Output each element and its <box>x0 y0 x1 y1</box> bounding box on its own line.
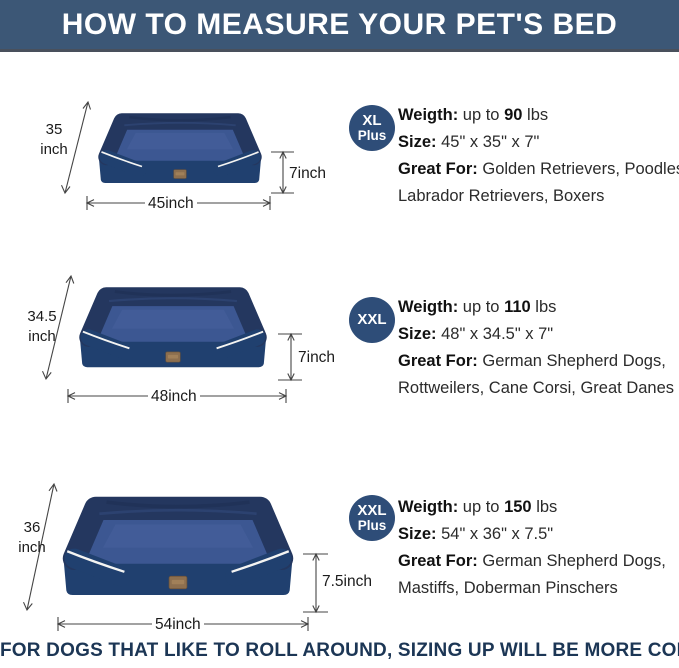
height-dimension-label: 7.5inch <box>322 573 372 590</box>
size-details: Weigth: up to 90 lbs Size: 45" x 35" x 7… <box>398 102 679 210</box>
size-line: Size: 54" x 36" x 7.5" <box>398 525 554 543</box>
depth-dimension-arrow <box>22 482 58 612</box>
pet-bed-image <box>64 502 293 595</box>
size-badge-xl-plus: XL Plus <box>349 105 395 151</box>
depth-dimension-label: 35 inch <box>40 121 68 159</box>
badge-label-line1: XXL <box>357 502 387 520</box>
footer-note: FOR DOGS THAT LIKE TO ROLL AROUND, SIZIN… <box>0 640 679 661</box>
height-dimension-label: 7inch <box>298 349 336 366</box>
pet-bed-image <box>99 117 261 183</box>
size-badge-xxl-plus: XXL Plus <box>349 495 395 541</box>
depth-dimension-label: 36 inch <box>18 519 46 557</box>
bed-figure-xxl-plus: 36 inch 7.5inch 54inch <box>0 462 372 640</box>
page-title: HOW TO MEASURE YOUR PET'S BED <box>61 7 618 41</box>
great-for-line: Great For: German Shepherd Dogs, Rottwei… <box>398 352 675 397</box>
weight-line: Weigth: up to 90 lbs <box>398 106 549 124</box>
weight-line: Weigth: up to 110 lbs <box>398 298 557 316</box>
width-dimension-label: 54inch <box>152 615 204 636</box>
header-banner: HOW TO MEASURE YOUR PET'S BED <box>0 0 679 52</box>
width-dimension-label: 48inch <box>148 387 200 408</box>
badge-label-line1: XXL <box>357 311 387 329</box>
size-line: Size: 48" x 34.5" x 7" <box>398 325 554 343</box>
bed-figure-xl-plus: 35 inch 7inch 45inch <box>0 60 345 230</box>
great-for-line: Great For: Golden Retrievers, Poodles, L… <box>398 160 679 205</box>
depth-dimension-arrow <box>41 274 75 381</box>
weight-line: Weigth: up to 150 lbs <box>398 498 558 516</box>
size-badge-xxl: XXL <box>349 297 395 343</box>
bed-figure-xxl: 34.5 inch 7inch 48inch <box>0 252 345 424</box>
height-dimension-label: 7inch <box>289 165 327 182</box>
size-details: Weigth: up to 150 lbs Size: 54" x 36" x … <box>398 494 679 602</box>
great-for-line: Great For: German Shepherd Dogs, Mastiff… <box>398 552 666 597</box>
size-line: Size: 45" x 35" x 7" <box>398 133 540 151</box>
size-info-xxl-plus: XXL Plus Weigth: up to 150 lbs Size: 54"… <box>346 452 679 630</box>
depth-dimension-arrow <box>60 100 92 195</box>
pet-bed-diagram <box>60 100 294 210</box>
badge-label-line2: Plus <box>357 517 387 533</box>
size-info-xxl: XXL Weigth: up to 110 lbs Size: 48" x 34… <box>346 252 679 424</box>
pet-bed-image <box>80 292 266 368</box>
size-details: Weigth: up to 110 lbs Size: 48" x 34.5" … <box>398 294 679 402</box>
badge-label-line2: Plus <box>357 127 387 143</box>
width-dimension-label: 45inch <box>145 194 197 215</box>
depth-dimension-label: 34.5 inch <box>27 308 57 346</box>
height-dimension-arrow <box>303 552 328 614</box>
height-dimension-arrow <box>271 150 294 195</box>
badge-label-line1: XL <box>362 112 382 130</box>
height-dimension-arrow <box>278 332 302 382</box>
size-info-xl-plus: XL Plus Weigth: up to 90 lbs Size: 45" x… <box>346 60 679 230</box>
